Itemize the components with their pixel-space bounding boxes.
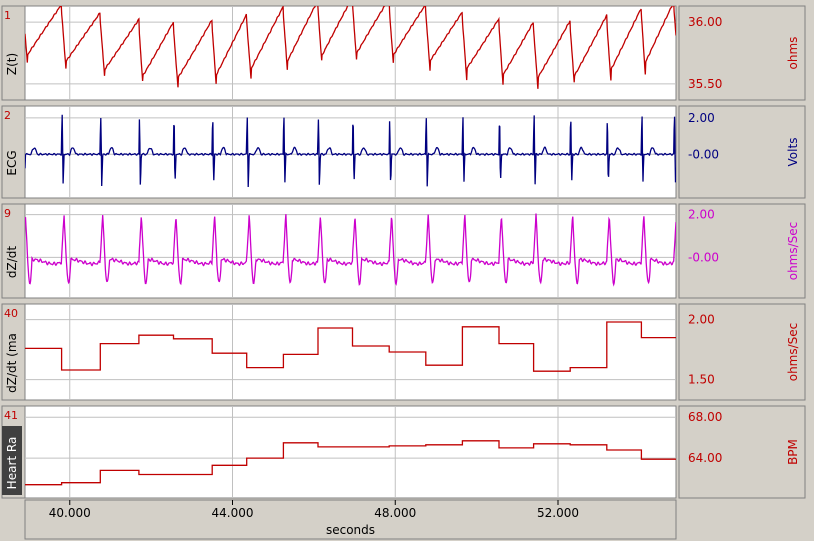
y-tick-label: 36.00 bbox=[688, 15, 722, 29]
y-tick-label: -0.00 bbox=[688, 147, 719, 161]
plot-area bbox=[24, 405, 677, 499]
channel-1: 1 Z(t) 36.00 35.50 ohms bbox=[1, 5, 806, 101]
unit-label: BPM bbox=[786, 439, 800, 465]
plot-area bbox=[24, 5, 677, 101]
x-axis: 40.000 44.000 48.000 52.000 seconds bbox=[24, 499, 677, 540]
x-tick-label: 40.000 bbox=[49, 506, 91, 520]
channel-2: 2 ECG 2.00 -0.00 Volts bbox=[1, 105, 806, 199]
series-line bbox=[25, 6, 676, 89]
y-tick-label: 68.00 bbox=[688, 410, 722, 424]
scale-panel bbox=[678, 405, 806, 499]
series-line bbox=[25, 321, 676, 372]
channel-number: 2 bbox=[4, 109, 11, 122]
unit-label: Volts bbox=[786, 138, 800, 167]
x-axis-panel bbox=[24, 499, 677, 540]
channel-5: 41 Heart Ra 68.00 64.00 BPM bbox=[1, 405, 806, 499]
y-tick-label: 2.00 bbox=[688, 208, 715, 222]
channel-name: dZ/dt (ma bbox=[5, 333, 19, 393]
y-tick-label: 35.50 bbox=[688, 77, 722, 91]
channel-number: 9 bbox=[4, 207, 11, 220]
y-tick-label: 64.00 bbox=[688, 451, 722, 465]
series-line bbox=[25, 114, 676, 188]
x-axis-label: seconds bbox=[326, 523, 375, 537]
plot-area bbox=[24, 105, 677, 199]
x-tick-label: 48.000 bbox=[374, 506, 416, 520]
channel-name: Heart Ra bbox=[5, 437, 19, 490]
scale-panel bbox=[678, 105, 806, 199]
scale-panel bbox=[678, 303, 806, 401]
channel-3: 9 dZ/dt 2.00 -0.00 ohms/Sec bbox=[1, 203, 806, 299]
channel-name: dZ/dt bbox=[5, 246, 19, 278]
channel-number: 40 bbox=[4, 307, 18, 320]
channel-name: ECG bbox=[5, 150, 19, 175]
plot-area bbox=[24, 203, 677, 299]
channel-name-bg bbox=[2, 426, 22, 495]
scale-panel bbox=[678, 203, 806, 299]
x-tick-label: 44.000 bbox=[212, 506, 254, 520]
unit-label: ohms bbox=[786, 37, 800, 70]
series-line bbox=[25, 440, 676, 486]
series-line bbox=[25, 213, 676, 287]
y-tick-label: 2.00 bbox=[688, 111, 715, 125]
scale-panel bbox=[678, 5, 806, 101]
channel-4: 40 dZ/dt (ma 2.00 1.50 ohms/Sec bbox=[1, 303, 806, 401]
channel-number: 1 bbox=[4, 9, 11, 22]
plot-area bbox=[24, 303, 677, 401]
unit-label: ohms/Sec bbox=[786, 222, 800, 281]
channel-name: Z(t) bbox=[5, 53, 19, 75]
x-tick-label: 52.000 bbox=[537, 506, 579, 520]
y-tick-label: 1.50 bbox=[688, 373, 715, 387]
y-tick-label: 2.00 bbox=[688, 313, 715, 327]
channel-number: 41 bbox=[4, 409, 18, 422]
unit-label: ohms/Sec bbox=[786, 323, 800, 382]
y-tick-label: -0.00 bbox=[688, 250, 719, 264]
